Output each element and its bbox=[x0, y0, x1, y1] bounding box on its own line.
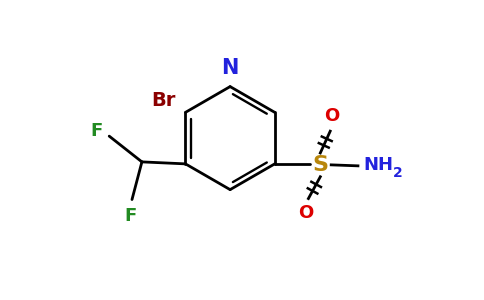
Text: F: F bbox=[90, 122, 102, 140]
Text: F: F bbox=[124, 208, 136, 226]
Text: N: N bbox=[221, 58, 239, 78]
Text: O: O bbox=[298, 204, 313, 222]
Text: Br: Br bbox=[151, 91, 176, 110]
Text: S: S bbox=[312, 155, 328, 175]
Text: NH: NH bbox=[363, 156, 393, 174]
Text: 2: 2 bbox=[393, 166, 402, 180]
Text: O: O bbox=[325, 107, 340, 125]
